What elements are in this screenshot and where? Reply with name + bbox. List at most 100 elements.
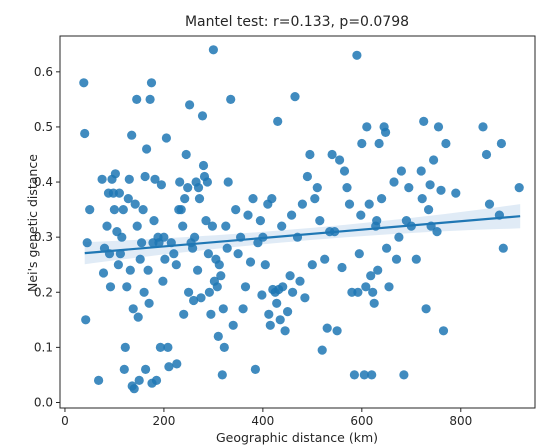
data-point [163,342,173,352]
data-point [197,111,208,121]
data-point [317,345,327,355]
data-point [361,282,371,292]
data-point [421,304,431,314]
data-point [372,216,382,226]
data-point [327,149,337,160]
data-point [238,304,248,314]
data-point [265,320,275,330]
x-tick-label: 600 [350,414,373,428]
y-tick-label: 0.1 [34,340,53,354]
data-point [335,155,345,165]
data-point [356,210,366,220]
data-point [204,287,214,297]
data-point [198,160,209,171]
data-point [122,282,132,292]
data-point [498,243,508,253]
data-point [189,295,199,306]
data-point [302,171,312,182]
data-point [267,194,277,204]
data-point [514,183,524,193]
data-point [337,262,347,273]
data-point [176,205,186,215]
data-point [352,50,362,60]
data-point [295,276,305,286]
data-point [109,205,119,215]
data-point [213,331,223,341]
data-point [222,243,232,253]
data-point [339,166,350,176]
data-point [359,370,369,380]
data-point [190,232,200,242]
data-point [228,320,238,330]
data-point [120,342,130,352]
data-point [181,149,191,160]
data-point [196,293,206,303]
data-point [364,199,374,209]
data-point [144,298,154,308]
y-tick-label: 0.2 [34,285,53,299]
data-point [404,183,414,193]
data-point [114,188,124,198]
data-point [160,254,170,264]
data-point [175,177,185,187]
data-point [320,254,330,264]
data-point [113,260,123,270]
data-point [357,138,367,149]
data-point [394,232,404,242]
x-tick-label: 400 [251,414,274,428]
data-point [260,260,270,270]
data-point [216,271,226,281]
data-point [368,287,378,297]
data-point [362,122,372,132]
data-point [156,180,166,190]
data-point [180,194,190,204]
x-tick-label: 800 [449,414,472,428]
y-tick-label: 0.5 [34,120,53,134]
data-point [396,166,406,176]
data-point [184,287,194,297]
data-point [275,315,285,325]
data-point [140,171,150,182]
data-point [307,260,317,270]
data-point [272,298,282,308]
data-point [374,138,384,149]
data-point [202,177,212,187]
data-point [212,282,222,292]
data-point [145,94,155,104]
data-point [130,199,140,209]
data-point [278,282,288,292]
data-point [411,254,421,264]
data-point [277,221,287,231]
data-point [366,271,376,281]
data-point [478,122,488,132]
data-point [178,221,188,231]
data-point [159,232,169,242]
data-point [123,194,133,204]
data-point [149,216,159,226]
data-point [203,249,213,259]
y-axis-ticks: 0.0 0.1 0.2 0.3 0.4 0.5 0.6 [34,65,60,409]
data-point [226,94,236,104]
data-point [257,290,267,300]
data-point [353,287,363,297]
data-point [484,199,495,209]
data-point [344,199,355,209]
data-point [194,194,205,204]
data-point [424,205,434,215]
data-point [169,249,179,259]
data-point [373,265,383,275]
data-point [142,144,152,154]
data-point [416,166,426,176]
data-point [433,122,444,132]
data-point [98,268,109,278]
data-point [391,254,402,264]
data-point [124,174,134,184]
data-point [164,362,174,372]
data-point [273,116,283,126]
data-point [432,227,442,237]
data-point [155,342,165,352]
data-point [97,174,107,184]
regression-line-layer [84,215,521,255]
data-point [134,375,144,385]
data-point [102,221,112,231]
